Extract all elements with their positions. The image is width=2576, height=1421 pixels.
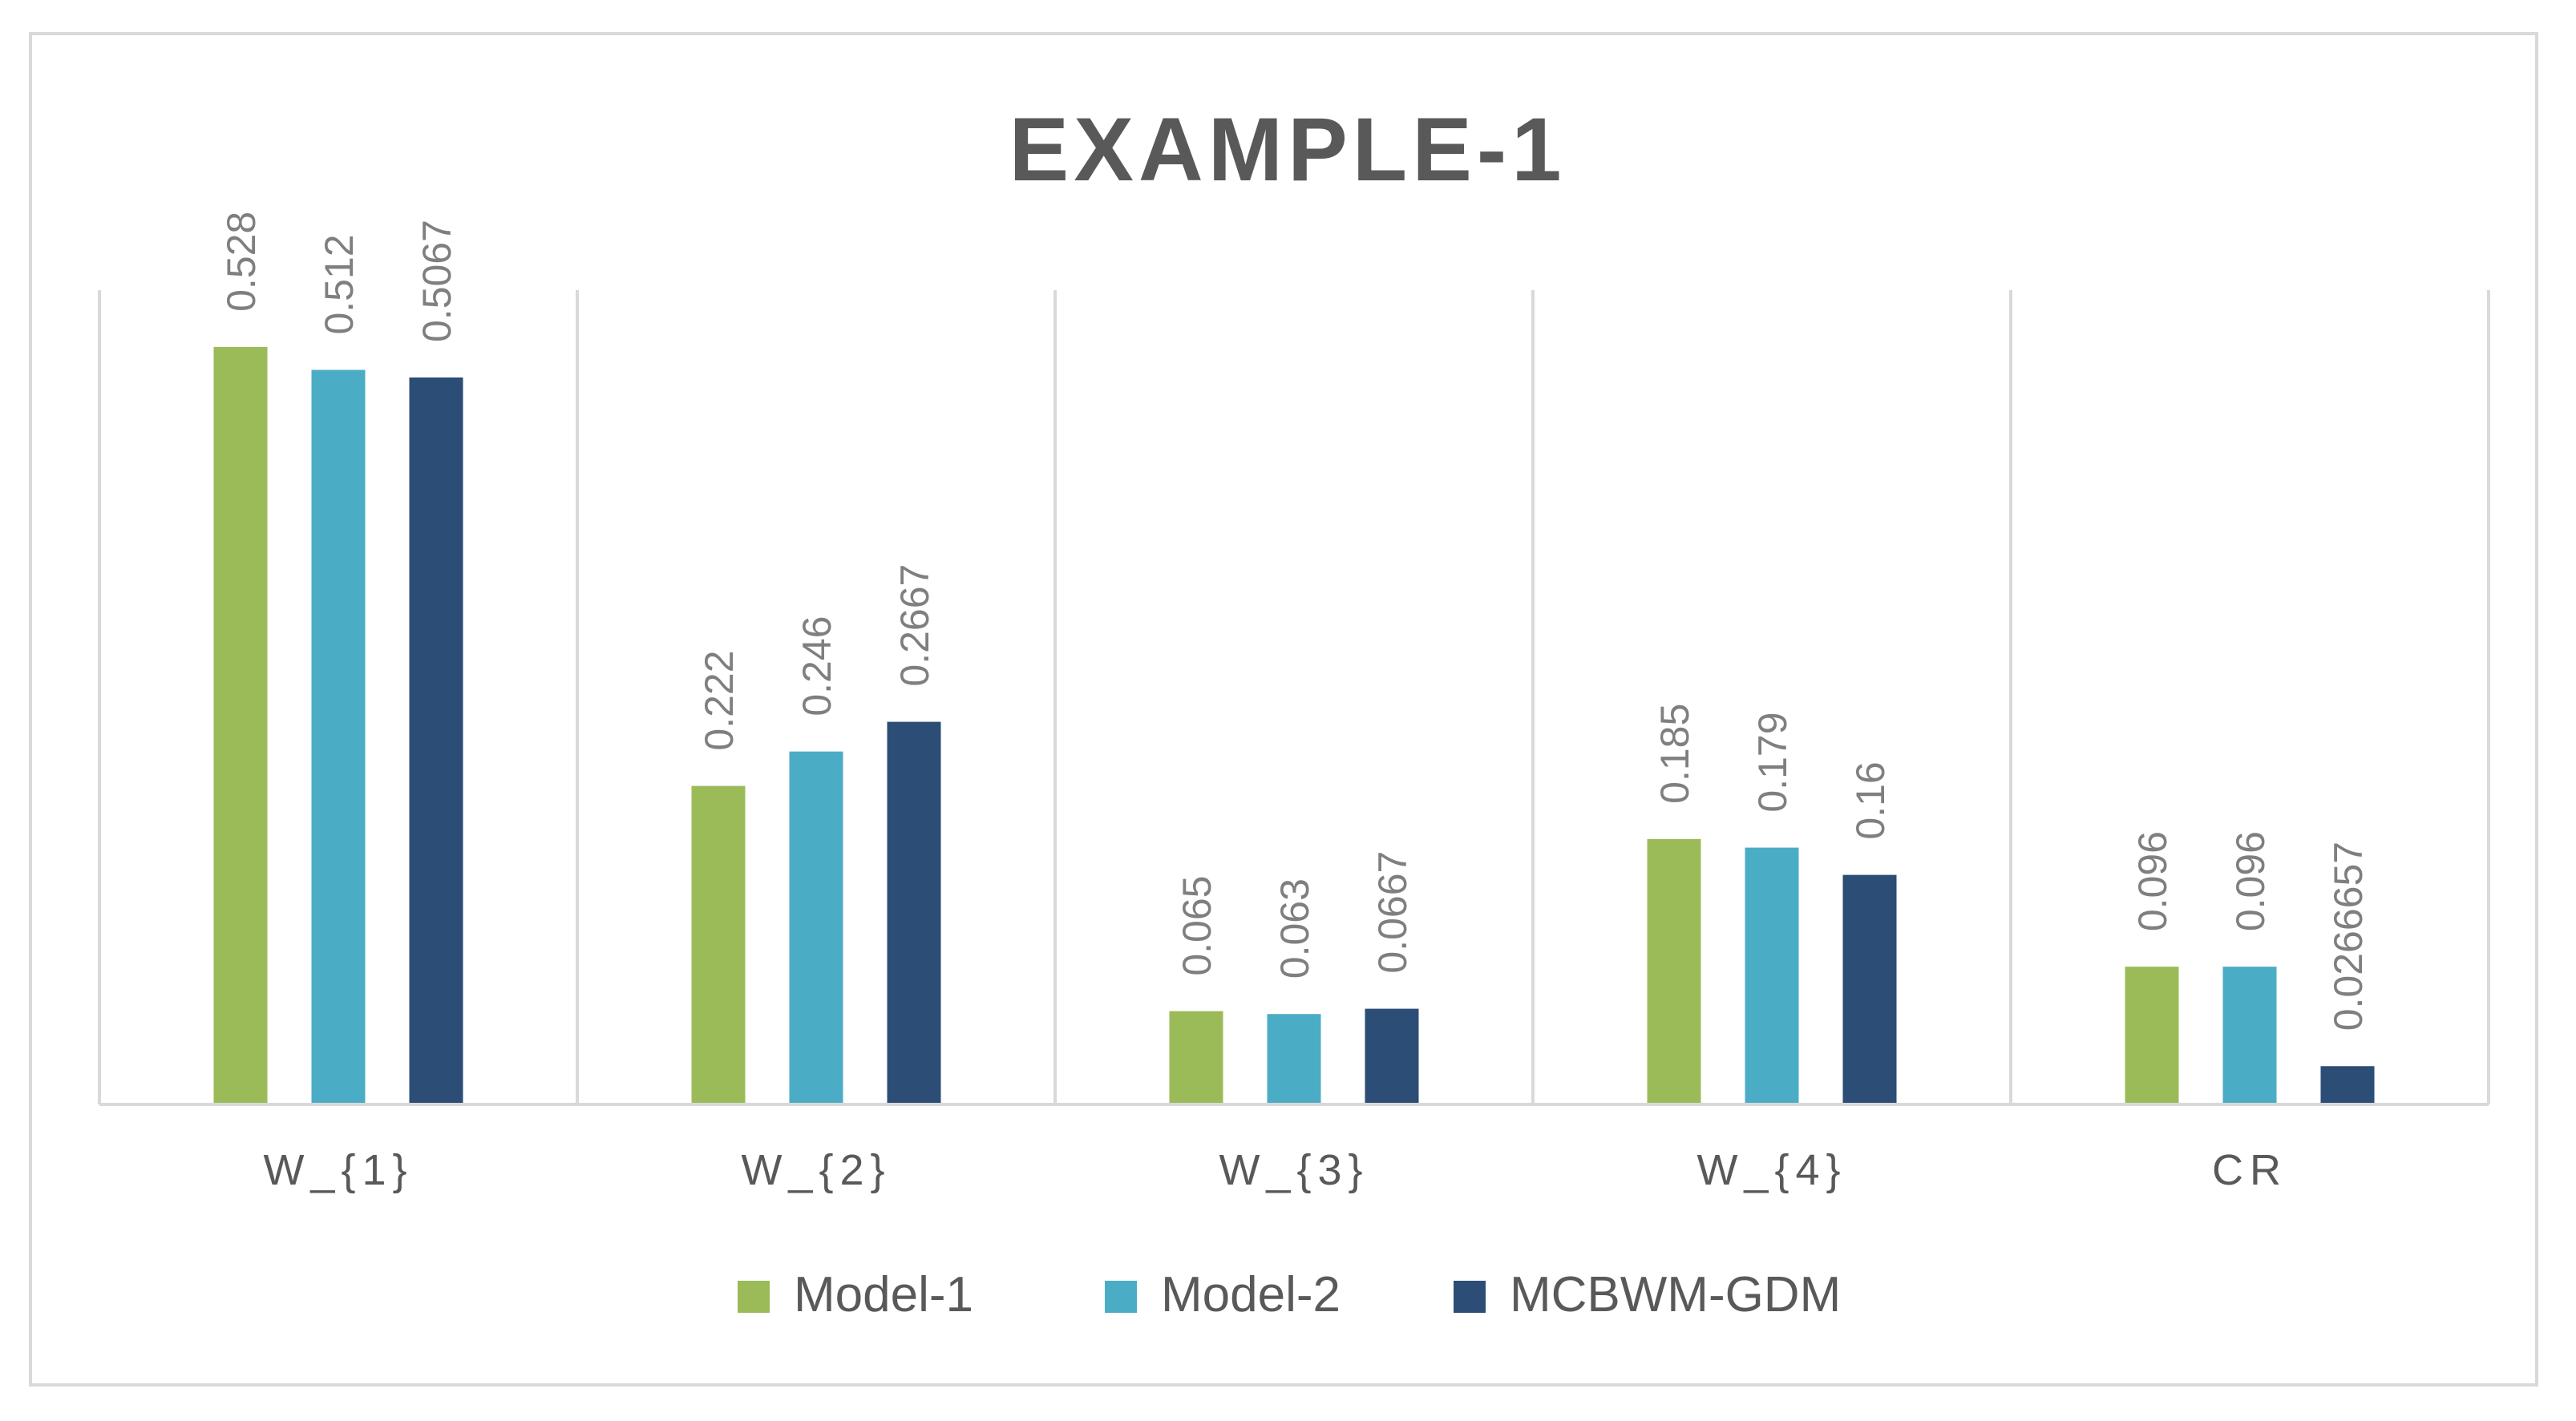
data-label: 0.0266657 bbox=[2326, 842, 2371, 1031]
bar-mcbwm-gdm-2 bbox=[1365, 1008, 1419, 1104]
data-label: 0.096 bbox=[2130, 831, 2175, 931]
data-labels: 0.528 0.512 0.5067 0.222 0.246 0.2667 0.065 0.0… bbox=[219, 212, 2371, 1031]
bar-model-2-3 bbox=[1745, 847, 1799, 1104]
legend-swatch bbox=[1105, 1281, 1137, 1313]
data-label: 0.246 bbox=[795, 616, 839, 717]
data-label: 0.16 bbox=[1848, 761, 1893, 839]
data-label: 0.179 bbox=[1750, 712, 1795, 812]
chart-title: EXAMPLE-1 bbox=[1009, 99, 1567, 200]
bar-model-1-2 bbox=[1169, 1011, 1223, 1104]
data-label: 0.512 bbox=[317, 234, 362, 334]
bar-model-2-1 bbox=[789, 751, 843, 1104]
bar-model-1-1 bbox=[691, 785, 746, 1104]
bar-mcbwm-gdm-1 bbox=[887, 721, 941, 1104]
data-label: 0.5067 bbox=[415, 220, 459, 342]
bar-model-1-3 bbox=[1647, 838, 1701, 1104]
bar-model-2-0 bbox=[311, 369, 366, 1104]
x-axis: W_{1} W_{2} W_{3} W_{4} CR bbox=[99, 1103, 2489, 1194]
legend-label: Model-1 bbox=[794, 1267, 973, 1322]
bars bbox=[213, 346, 2375, 1105]
x-tick-label: W_{1} bbox=[263, 1146, 413, 1194]
bar-mcbwm-gdm-4 bbox=[2320, 1066, 2375, 1104]
x-tick-label: W_{4} bbox=[1696, 1146, 1846, 1194]
bar-model-1-4 bbox=[2125, 967, 2179, 1104]
data-label: 0.065 bbox=[1175, 876, 1219, 976]
bar-mcbwm-gdm-0 bbox=[409, 377, 463, 1105]
bar-mcbwm-gdm-3 bbox=[1842, 874, 1897, 1104]
legend-label: MCBWM-GDM bbox=[1510, 1267, 1841, 1322]
data-label: 0.0667 bbox=[1370, 851, 1415, 974]
x-tick-label: W_{2} bbox=[741, 1146, 891, 1194]
legend-label: Model-2 bbox=[1161, 1267, 1341, 1322]
data-label: 0.528 bbox=[219, 212, 264, 312]
legend-swatch bbox=[1454, 1281, 1486, 1313]
bar-model-2-4 bbox=[2222, 967, 2277, 1104]
data-label: 0.185 bbox=[1652, 704, 1697, 804]
legend: Model-1 Model-2 MCBWM-GDM bbox=[738, 1267, 1841, 1322]
data-label: 0.2667 bbox=[892, 564, 937, 687]
bar-model-1-0 bbox=[213, 346, 268, 1104]
legend-swatch bbox=[738, 1281, 770, 1313]
bar-model-2-2 bbox=[1267, 1014, 1321, 1104]
data-label: 0.063 bbox=[1272, 878, 1317, 979]
data-label: 0.096 bbox=[2228, 831, 2273, 931]
x-tick-label: W_{3} bbox=[1219, 1146, 1369, 1194]
data-label: 0.222 bbox=[697, 650, 742, 750]
x-tick-label: CR bbox=[2212, 1146, 2287, 1194]
category-separators bbox=[98, 290, 2490, 1104]
